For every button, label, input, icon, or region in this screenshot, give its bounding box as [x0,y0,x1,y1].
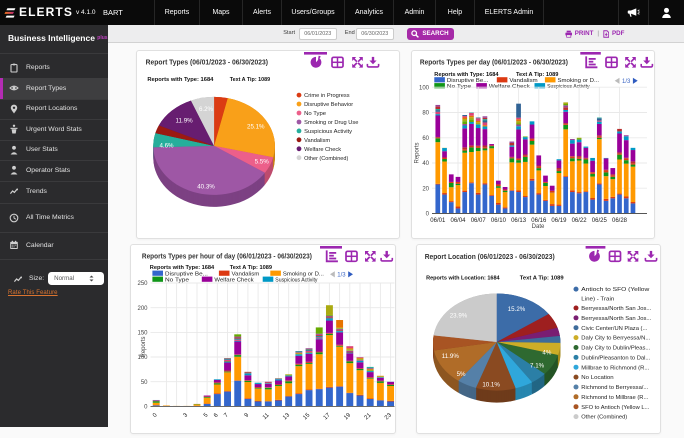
svg-text:Berryessa/North San Jos...: Berryessa/North San Jos... [581,316,651,322]
svg-text:15: 15 [302,412,311,421]
svg-text:7.1%: 7.1% [530,362,545,369]
svg-text:11: 11 [262,412,271,421]
svg-text:Suspicious Activity: Suspicious Activity [275,277,317,283]
svg-text:100: 100 [419,85,430,91]
svg-text:5.5%: 5.5% [255,159,270,166]
svg-text:06/28: 06/28 [612,218,628,224]
svg-text:SFO to Antioch (Yellow L...: SFO to Antioch (Yellow L... [581,405,649,411]
svg-text:50: 50 [141,380,148,386]
svg-text:Other (Combined): Other (Combined) [581,415,627,421]
svg-text:Text A Tip: 1089: Text A Tip: 1089 [230,265,273,271]
svg-text:20: 20 [422,186,429,192]
svg-text:1/3: 1/3 [622,79,631,85]
svg-text:Daly City to Berryessa/N...: Daly City to Berryessa/N... [581,336,650,342]
svg-text:Report Types (06/01/2023 - 06/: Report Types (06/01/2023 - 06/30/2023) [146,57,269,66]
svg-text:23: 23 [384,412,393,421]
svg-text:6.2%: 6.2% [199,106,214,113]
svg-text:Reports with Type: 1684: Reports with Type: 1684 [150,265,215,271]
svg-text:0: 0 [426,212,430,218]
svg-text:Richmond to Berryessa/...: Richmond to Berryessa/... [581,385,648,391]
svg-text:Other (Combined): Other (Combined) [304,156,348,162]
svg-text:0: 0 [152,412,159,419]
svg-text:150: 150 [137,331,148,337]
svg-text:Date: Date [532,224,545,230]
svg-text:Crime in Progress: Crime in Progress [304,93,350,99]
svg-text:Reports: Reports [415,142,421,163]
svg-text:Daly City to Dublin/Pleas...: Daly City to Dublin/Pleas... [581,346,650,352]
svg-text:No Location: No Location [581,375,613,381]
svg-text:60: 60 [422,136,429,142]
svg-text:Reports Types per day (06/01/2: Reports Types per day (06/01/2023 - 06/3… [420,57,569,66]
svg-text:40: 40 [422,161,429,167]
svg-text:Dublin/Pleasanton to Dal...: Dublin/Pleasanton to Dal... [581,356,650,362]
svg-text:Reports: Reports [141,336,147,357]
svg-text:06/25: 06/25 [592,218,608,224]
svg-text:No Type: No Type [304,111,326,117]
svg-text:Report Location (06/01/2023 -: Report Location (06/01/2023 - 06/30/2023… [425,252,556,261]
svg-text:Text A Tip: 1089: Text A Tip: 1089 [516,72,559,78]
svg-text:15.2%: 15.2% [508,306,526,313]
svg-text:06/07: 06/07 [471,218,487,224]
svg-text:23.9%: 23.9% [450,313,468,320]
svg-text:06/04: 06/04 [450,218,466,224]
svg-text:06/22: 06/22 [572,218,588,224]
svg-text:Text A Tip: 1089: Text A Tip: 1089 [520,276,565,282]
svg-text:06/13: 06/13 [511,218,527,224]
svg-text:0: 0 [144,405,148,411]
svg-text:21: 21 [364,412,373,421]
svg-text:40.3%: 40.3% [197,183,215,190]
svg-text:10.1%: 10.1% [482,381,500,388]
svg-text:13: 13 [282,412,291,421]
svg-text:80: 80 [422,111,429,117]
svg-text:06/19: 06/19 [551,218,567,224]
svg-text:Disruptive Behavior: Disruptive Behavior [304,102,353,108]
svg-text:3: 3 [183,412,190,419]
svg-text:Richmond to Millbrae (R...: Richmond to Millbrae (R... [581,395,648,401]
svg-text:250: 250 [137,281,148,287]
svg-text:Welfare Check: Welfare Check [214,277,253,283]
svg-text:9: 9 [244,412,251,419]
svg-text:5%: 5% [457,371,466,378]
svg-text:Text A Tip: 1089: Text A Tip: 1089 [230,77,271,83]
svg-text:Line) - Train: Line) - Train [581,296,614,302]
svg-text:Vandalism: Vandalism [304,138,330,144]
svg-text:Reports with Type: 1684: Reports with Type: 1684 [434,72,499,78]
svg-text:Reports Types per hour of day: Reports Types per hour of day (06/01/202… [142,251,312,260]
svg-text:11.9%: 11.9% [442,353,460,360]
svg-text:25.1%: 25.1% [247,123,265,130]
svg-text:19: 19 [343,412,352,421]
svg-text:Reports with Type: 1684: Reports with Type: 1684 [147,77,214,83]
svg-text:Smoking or Drug Use: Smoking or Drug Use [304,120,358,126]
svg-text:4%: 4% [542,350,551,357]
svg-text:Welfare Check: Welfare Check [304,147,341,153]
svg-text:1/3: 1/3 [337,273,346,279]
svg-text:Civic Center/UN Plaza (...: Civic Center/UN Plaza (... [581,326,647,332]
svg-text:Antioch to SFO (Yellow: Antioch to SFO (Yellow [581,287,650,293]
svg-text:4.6%: 4.6% [159,142,174,149]
svg-text:200: 200 [137,306,148,312]
svg-text:Reports with Location: 1684: Reports with Location: 1684 [426,276,500,282]
svg-text:06/10: 06/10 [491,218,507,224]
svg-text:Millbrae to Richmond (R...: Millbrae to Richmond (R... [581,365,649,371]
svg-text:11.9%: 11.9% [176,118,194,125]
svg-text:6: 6 [213,412,220,419]
svg-text:Suspicious Activity: Suspicious Activity [304,129,352,135]
svg-text:No Type: No Type [165,277,189,283]
svg-text:06/01: 06/01 [430,218,446,224]
svg-text:7: 7 [223,412,230,419]
svg-text:17: 17 [323,412,332,421]
svg-text:Berryessa/North San Jos...: Berryessa/North San Jos... [581,306,651,312]
svg-text:5: 5 [203,412,210,419]
